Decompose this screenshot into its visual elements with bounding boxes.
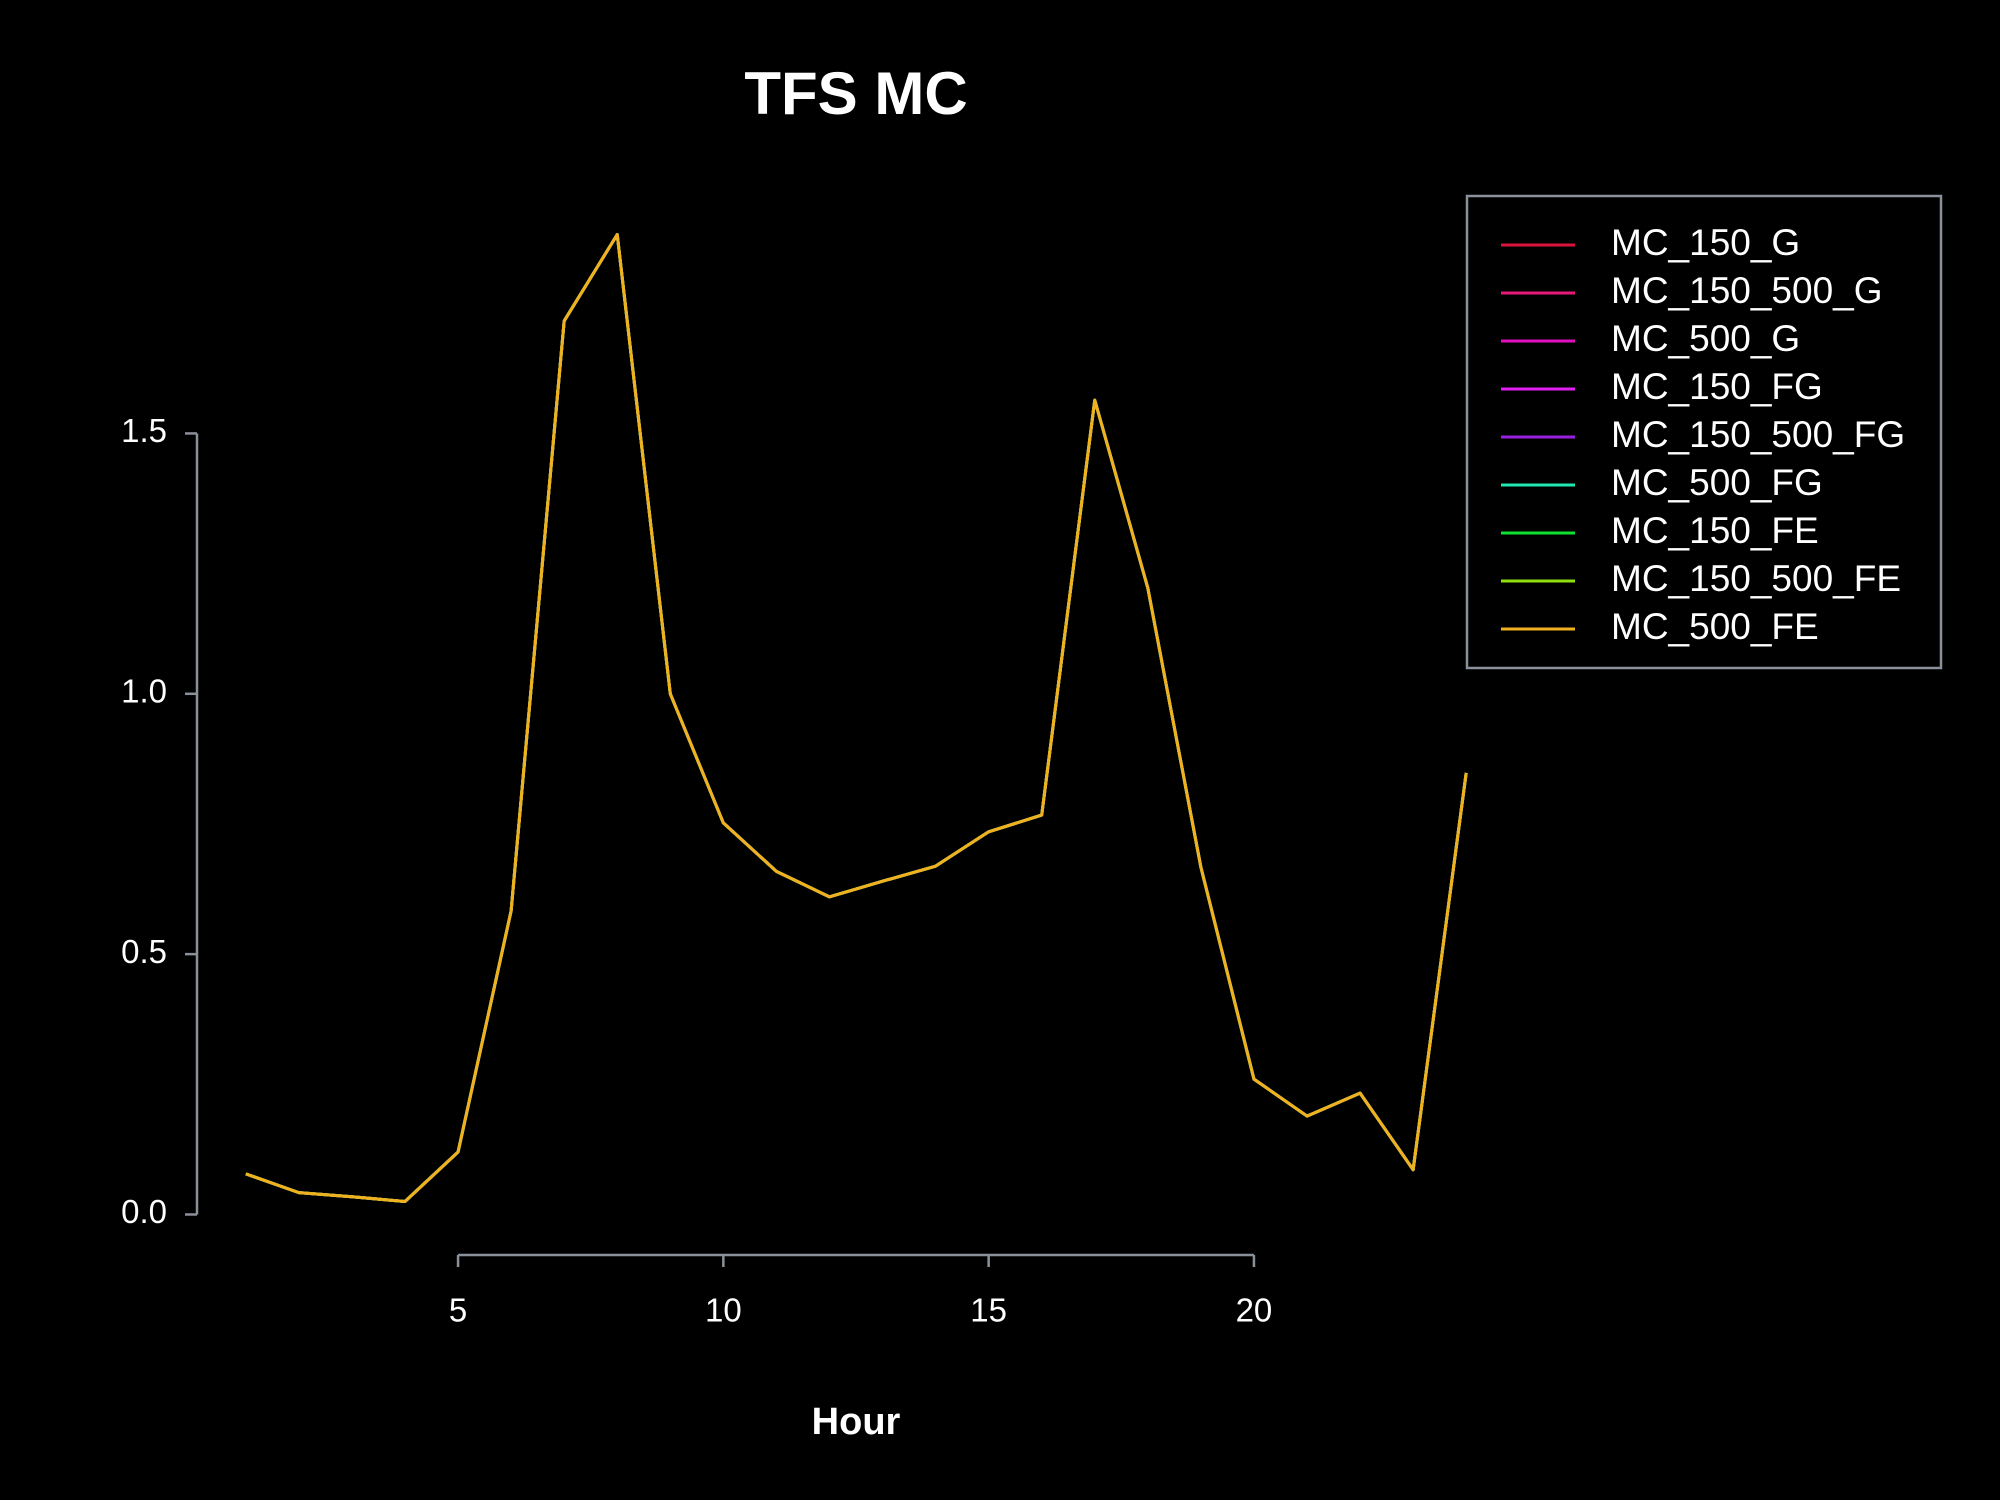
- legend-label: MC_500_FG: [1611, 462, 1823, 503]
- legend-label: MC_150_FE: [1611, 510, 1819, 551]
- x-tick-label: 15: [970, 1292, 1007, 1329]
- y-tick-label: 0.5: [121, 933, 167, 970]
- x-tick-label: 20: [1236, 1292, 1273, 1329]
- legend-box: [1465, 194, 1943, 670]
- y-tick-label: 0.0: [121, 1193, 167, 1230]
- legend-label: MC_500_G: [1611, 318, 1800, 359]
- y-tick-label: 1.5: [121, 412, 167, 449]
- legend-label: MC_150_G: [1611, 222, 1800, 263]
- legend-label: MC_150_500_G: [1611, 270, 1883, 311]
- x-tick-label: 10: [705, 1292, 742, 1329]
- legend-label: MC_500_FE: [1611, 606, 1819, 647]
- chart-title: TFS MC: [744, 60, 967, 127]
- x-axis-label: Hour: [812, 1401, 901, 1443]
- x-tick-label: 5: [449, 1292, 467, 1329]
- y-tick-label: 1.0: [121, 673, 167, 710]
- legend-label: MC_150_FG: [1611, 366, 1823, 407]
- series-line: [245, 233, 1468, 1203]
- legend-label: MC_150_500_FG: [1611, 414, 1905, 455]
- legend-label: MC_150_500_FE: [1611, 558, 1901, 599]
